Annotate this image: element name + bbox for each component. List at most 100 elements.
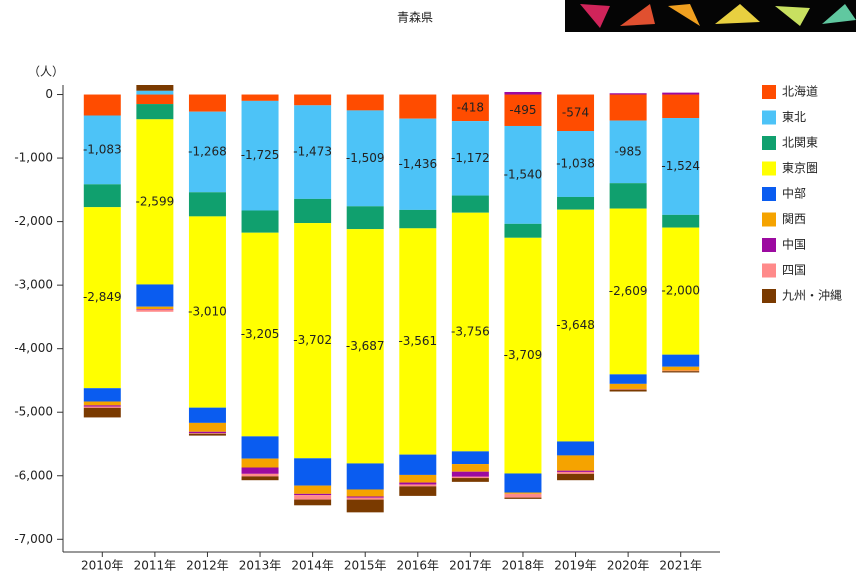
data-label: -2,599: [136, 194, 175, 208]
bar-segment: [557, 441, 595, 456]
bar-segment: [241, 467, 279, 474]
x-tick-label: 2017年: [449, 559, 492, 573]
x-tick-label: 2011年: [134, 559, 177, 573]
legend-label: 関西: [782, 212, 806, 226]
bar-segment: [504, 125, 542, 224]
bar-segment: [188, 433, 226, 436]
legend-label: 九州・沖縄: [782, 288, 842, 303]
bar-segment: [294, 493, 332, 496]
data-label: -574: [562, 105, 589, 119]
bar-segment: [399, 454, 437, 475]
bar-segment: [399, 486, 437, 496]
bar-segment: [83, 94, 121, 116]
bar-segment: [241, 94, 279, 101]
bar-segment: [399, 228, 437, 455]
bar-segment: [609, 94, 647, 121]
bar-segment: [399, 118, 437, 210]
bar-segment: [557, 471, 595, 474]
data-label: -418: [457, 100, 484, 114]
data-label: -1,038: [556, 156, 595, 170]
bar-segment: [504, 91, 542, 95]
banner-shape: [715, 4, 760, 24]
bar-segment: [136, 94, 174, 105]
legend-swatch: [762, 187, 776, 201]
banner-shape: [620, 4, 655, 26]
bar-segment: [609, 389, 647, 392]
bar-segment: [451, 471, 489, 477]
bar-segment: [451, 451, 489, 465]
bar-segment: [188, 433, 226, 434]
bar-segment: [609, 120, 647, 184]
bar-segment: [83, 115, 121, 185]
chart-title: 青森県: [397, 10, 433, 25]
bar-segment: [557, 455, 595, 471]
y-axis-label: （人）: [28, 65, 64, 79]
bar-segment: [241, 458, 279, 468]
legend-label: 四国: [782, 263, 806, 277]
bar-segment: [451, 476, 489, 479]
bar-segment: [346, 496, 384, 498]
bar-segment: [662, 118, 700, 215]
y-tick-label: -5,000: [14, 405, 53, 419]
bar-segment: [294, 223, 332, 459]
bar-segment: [241, 473, 279, 477]
bar-segment: [136, 309, 174, 310]
x-tick-label: 2016年: [397, 559, 440, 573]
data-label: -2,609: [609, 284, 648, 298]
bar-segment: [504, 94, 542, 126]
x-tick-label: 2014年: [291, 559, 334, 573]
bar-segment: [294, 94, 332, 106]
bar-segment: [188, 407, 226, 423]
x-tick-label: 2019年: [554, 559, 597, 573]
bar-segment: [662, 214, 700, 228]
bar-segment: [294, 198, 332, 224]
bar-segment: [136, 119, 174, 285]
bar-segment: [557, 196, 595, 210]
bar-segment: [346, 499, 384, 513]
y-tick-label: -1,000: [14, 151, 53, 165]
bar-segment: [294, 458, 332, 486]
legend-swatch: [762, 110, 776, 125]
bar-segment: [399, 209, 437, 229]
bar-segment: [557, 94, 595, 132]
x-tick-label: 2020年: [607, 559, 650, 573]
bar-segment: [188, 94, 226, 112]
bar-segment: [83, 406, 121, 408]
bar-segment: [399, 474, 437, 483]
bar-segment: [451, 212, 489, 452]
data-label: -3,687: [346, 339, 385, 353]
legend-swatch: [762, 263, 776, 278]
bar-segment: [136, 104, 174, 120]
x-tick-label: 2010年: [81, 559, 124, 573]
bar-segment: [662, 227, 700, 355]
bar-segment: [241, 232, 279, 437]
y-tick-label: 0: [45, 87, 53, 101]
data-label: -1,083: [83, 142, 122, 156]
banner-image: [565, 0, 856, 32]
banner-shape: [580, 4, 610, 28]
bar-segment: [451, 94, 489, 122]
data-label: -1,540: [504, 167, 543, 181]
bar-segment: [399, 94, 437, 119]
legend-swatch: [762, 238, 776, 252]
bar-segment: [346, 229, 384, 464]
data-label: -1,268: [188, 144, 227, 158]
bar-segment: [609, 383, 647, 389]
data-label: -3,756: [451, 325, 490, 339]
bar-segment: [504, 223, 542, 238]
bar-segment: [294, 499, 332, 506]
bar-segment: [136, 309, 174, 312]
bar-segment: [83, 388, 121, 402]
data-label: -3,702: [293, 333, 332, 347]
bar-segment: [504, 497, 542, 499]
bar-segment: [294, 485, 332, 494]
legend-swatch: [762, 161, 776, 176]
bar-segment: [557, 131, 595, 197]
bar-segment: [609, 93, 647, 95]
bar-segment: [83, 407, 121, 418]
legend-label: 中国: [782, 237, 806, 252]
data-label: -3,205: [241, 327, 280, 341]
bar-segment: [504, 493, 542, 498]
banner-shape: [775, 6, 810, 26]
y-tick-label: -3,000: [14, 278, 53, 292]
